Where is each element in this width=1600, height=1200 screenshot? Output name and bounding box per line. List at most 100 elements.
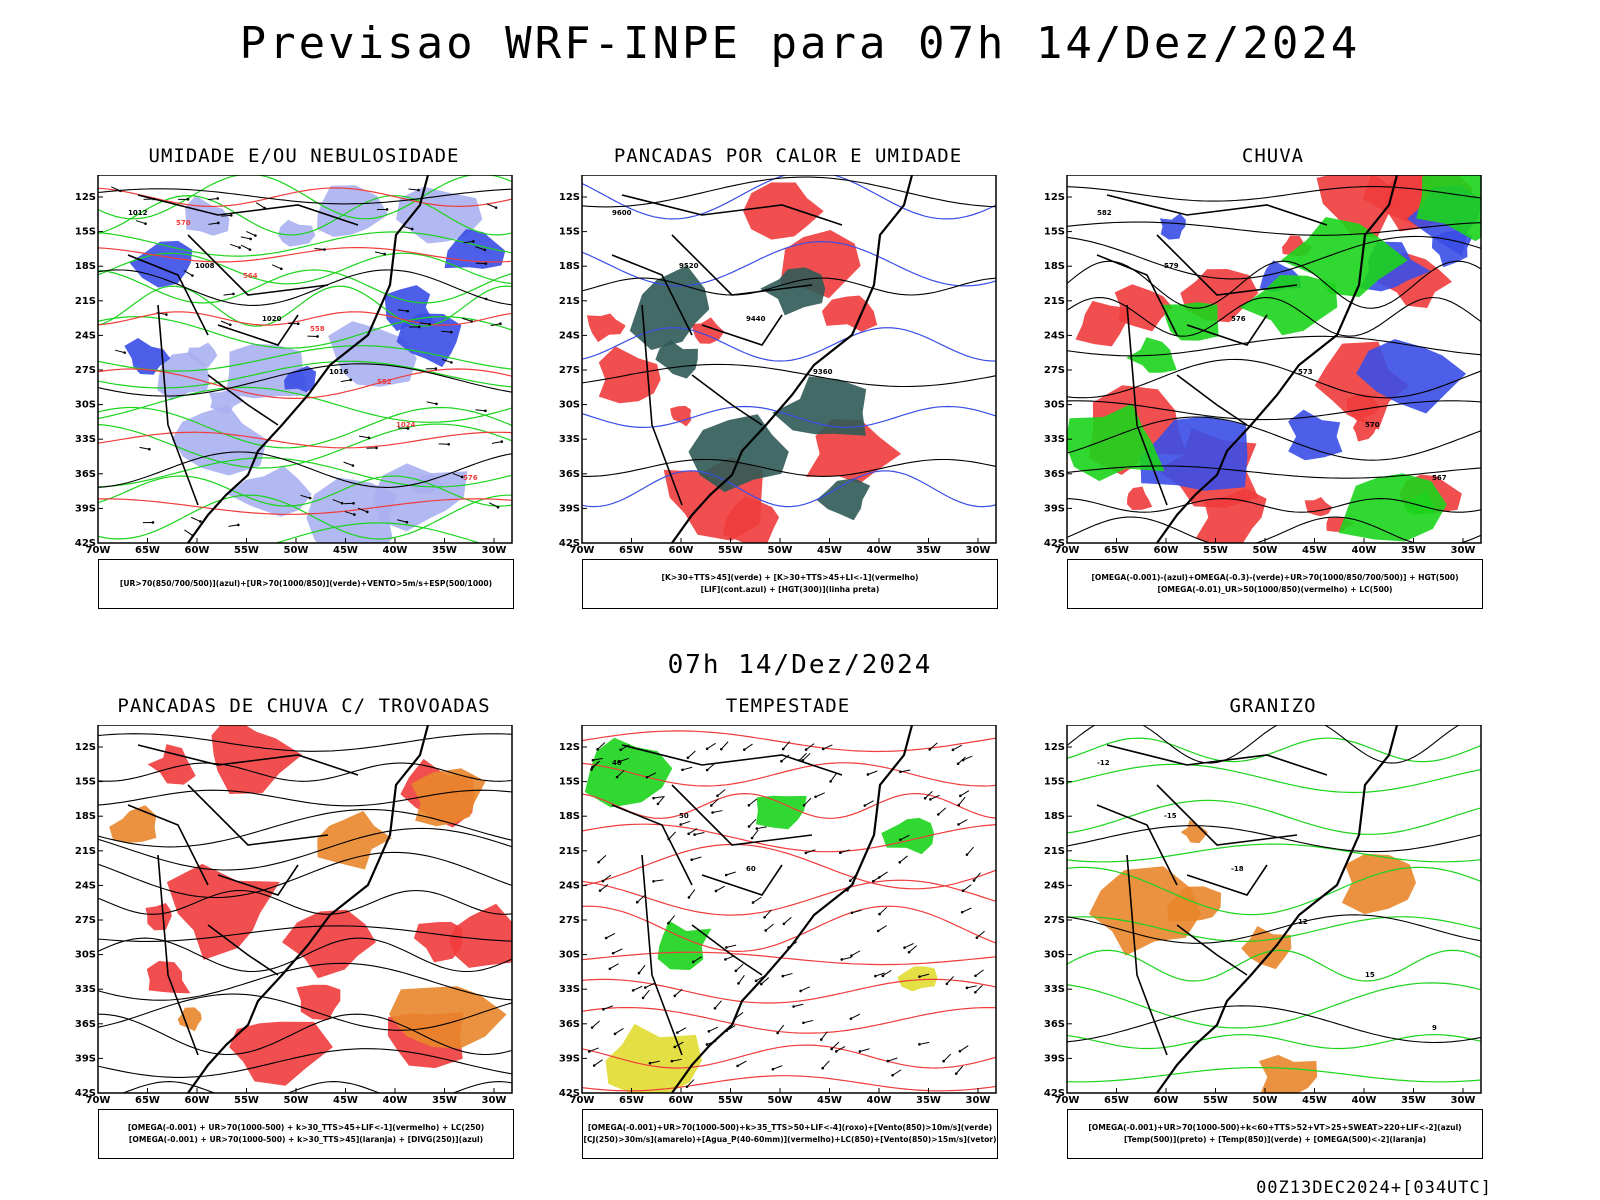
wind-vector-head xyxy=(957,803,961,807)
wind-vector-head xyxy=(405,520,409,524)
blue-shaded-area xyxy=(129,240,193,288)
lon-tick-label: 35W xyxy=(1401,1095,1426,1106)
lat-tick-label: 39S xyxy=(559,1053,580,1064)
lavender-shaded-area xyxy=(317,185,389,237)
lon-tick-label: 50W xyxy=(1253,1095,1278,1106)
wind-vector xyxy=(207,197,218,201)
panel-title: PANCADAS DE CHUVA C/ TROVOADAS xyxy=(117,695,491,717)
wind-vector-head xyxy=(673,1045,677,1049)
lat-tick-label: 18S xyxy=(75,811,96,822)
wind-vector xyxy=(720,741,729,750)
wind-vector-head xyxy=(846,889,849,892)
green-contour xyxy=(98,457,512,488)
wind-vector xyxy=(706,763,716,771)
wind-vector xyxy=(653,796,664,799)
wind-vector xyxy=(803,1019,814,1024)
wind-vector xyxy=(462,317,472,322)
wind-vector-head xyxy=(835,1050,838,1053)
wind-vector-head xyxy=(238,246,241,249)
panel-title: UMIDADE E/OU NEBULOSIDADE xyxy=(148,145,460,167)
wind-vector-head xyxy=(472,240,475,243)
map-layers xyxy=(98,725,512,1093)
lat-tick-label: 15S xyxy=(1044,777,1065,788)
wind-vector xyxy=(892,1069,902,1076)
red-shaded-area xyxy=(296,984,341,1021)
green-contour xyxy=(98,360,512,389)
coastline xyxy=(1156,725,1399,1093)
black-contour xyxy=(1067,1005,1481,1044)
wind-vector xyxy=(686,1079,695,1088)
wind-vector xyxy=(946,976,954,985)
lon-tick-label: 40W xyxy=(383,1095,408,1106)
lat-tick-label: 33S xyxy=(1044,984,1065,995)
wind-vector xyxy=(781,754,790,762)
lon-tick-label: 30W xyxy=(966,1095,991,1106)
wind-vector xyxy=(271,264,282,270)
wind-vector xyxy=(599,884,609,892)
wind-vector-head xyxy=(923,796,927,800)
lon-tick-label: 55W xyxy=(234,1095,259,1106)
legend-line: [OMEGA(-0.01)_UR>50(1000/850)(vermelho) … xyxy=(1157,585,1393,594)
wind-vector xyxy=(620,744,630,751)
blue-shaded-area xyxy=(1288,409,1343,461)
blue-contour xyxy=(582,175,996,220)
red-shaded-area xyxy=(147,744,196,785)
lon-tick-label: 50W xyxy=(284,545,309,556)
wind-vector-head xyxy=(804,851,808,855)
wind-vector-head xyxy=(878,912,881,916)
wind-vector-head xyxy=(850,954,853,958)
wind-vector xyxy=(930,794,940,800)
lon-tick-label: 45W xyxy=(817,1095,842,1106)
wind-vector xyxy=(491,441,502,444)
wind-vector-head xyxy=(751,901,755,904)
black-contour xyxy=(98,733,512,752)
red-shaded-area xyxy=(448,903,512,968)
lat-tick-label: 12S xyxy=(1044,742,1065,753)
red-shaded-area xyxy=(1114,284,1174,332)
lat-tick-label: 33S xyxy=(559,984,580,995)
wind-vector-head xyxy=(737,982,740,985)
wind-vector xyxy=(419,322,430,325)
wind-vector-head xyxy=(470,320,473,323)
wind-vector-head xyxy=(667,837,671,841)
map-frame xyxy=(581,175,997,544)
wind-vector-head xyxy=(316,335,319,338)
wind-vector-head xyxy=(725,1029,728,1032)
lat-tick-label: 36S xyxy=(559,1019,580,1030)
wind-vector-head xyxy=(705,1043,709,1046)
lavender-shaded-area xyxy=(187,342,218,368)
wind-vector-head xyxy=(918,1043,921,1046)
wind-vector-head xyxy=(687,832,690,836)
wind-vector xyxy=(712,810,723,813)
state-border xyxy=(137,194,359,226)
wind-vector xyxy=(840,849,850,854)
wind-vector xyxy=(882,970,892,977)
wind-vector-head xyxy=(601,879,605,883)
wind-vector-head xyxy=(874,974,877,978)
red-shaded-area xyxy=(1347,393,1380,422)
wind-vector-head xyxy=(821,1066,824,1070)
state-border xyxy=(691,374,763,426)
wind-vector-head xyxy=(673,994,677,998)
wind-vector xyxy=(919,973,930,978)
state-border xyxy=(137,744,359,776)
wind-vector xyxy=(973,872,981,881)
state-border xyxy=(671,784,813,846)
red-shaded-area xyxy=(821,295,878,332)
wind-vector-head xyxy=(829,780,832,783)
lat-tick-label: 21S xyxy=(1044,846,1065,857)
red-contour xyxy=(582,1044,996,1069)
green-contour xyxy=(1067,916,1481,943)
green-contour xyxy=(98,194,512,236)
wind-vector-head xyxy=(961,889,965,893)
wind-vector-head xyxy=(871,879,875,883)
wind-vector xyxy=(748,798,758,806)
wind-vector xyxy=(955,1065,964,1074)
red-shaded-area xyxy=(229,1021,333,1086)
wind-vector xyxy=(332,499,343,504)
black-contour xyxy=(582,363,996,388)
lat-tick-label: 33S xyxy=(75,434,96,445)
wind-vector xyxy=(756,826,767,830)
wind-vector xyxy=(803,797,812,806)
wind-vector-head xyxy=(863,804,867,807)
